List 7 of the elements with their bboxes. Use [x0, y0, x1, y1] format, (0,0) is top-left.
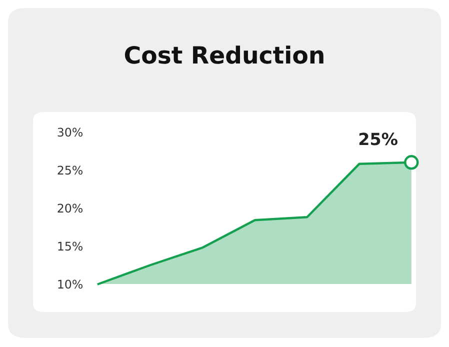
annotation: 25% — [359, 132, 398, 146]
y-tick-label: 30% — [58, 128, 82, 137]
y-tick-label: 20% — [58, 204, 82, 213]
y-tick-label: 25% — [58, 166, 82, 175]
y-tick-label: 15% — [58, 242, 82, 251]
chart-title: Cost Reduction — [124, 46, 324, 64]
y-tick-label: 10% — [58, 280, 82, 289]
